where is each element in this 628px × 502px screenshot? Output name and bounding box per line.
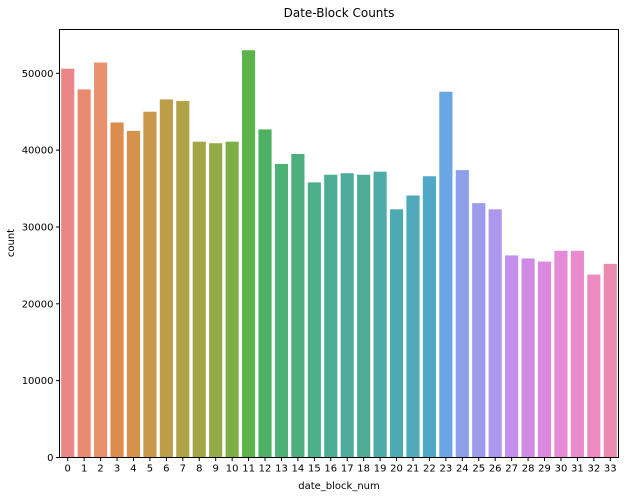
bar-19 [373, 171, 387, 458]
x-tick-label: 31 [571, 464, 584, 475]
x-tick-label: 32 [587, 464, 600, 475]
x-tick-label: 2 [97, 464, 103, 475]
x-tick-label: 16 [324, 464, 337, 475]
x-tick-label: 29 [538, 464, 551, 475]
x-tick-label: 18 [357, 464, 370, 475]
bar-24 [455, 170, 469, 458]
bar-4 [126, 130, 141, 458]
bar-21 [406, 195, 420, 458]
x-tick-label: 25 [472, 464, 485, 475]
x-tick-label: 26 [489, 464, 502, 475]
bar-32 [587, 274, 601, 458]
x-tick-label: 23 [440, 464, 453, 475]
x-axis-ticks: 0 1 2 3 4 5 6 7 8 9 10 11 12 13 14 15 16 17 18 19 20 21 22 23 24… [65, 457, 617, 475]
x-tick-label: 22 [423, 464, 436, 475]
x-tick-label: 11 [242, 464, 255, 475]
bar-16 [324, 174, 338, 458]
x-tick-label: 21 [407, 464, 420, 475]
y-tick-label: 0 [47, 453, 53, 464]
bars-group [61, 50, 617, 458]
bar-25 [472, 203, 486, 458]
bar-8 [192, 141, 206, 458]
bar-11 [242, 50, 256, 458]
x-tick-label: 4 [130, 464, 136, 475]
y-tick-label: 50000 [22, 69, 54, 80]
bar-13 [274, 163, 289, 458]
bar-31 [570, 250, 584, 458]
bar-27 [505, 255, 519, 458]
x-tick-label: 15 [308, 464, 321, 475]
x-tick-label: 20 [390, 464, 403, 475]
bar-9 [209, 143, 223, 458]
x-tick-label: 10 [226, 464, 239, 475]
y-tick-label: 30000 [22, 222, 54, 233]
x-tick-label: 12 [259, 464, 272, 475]
x-tick-label: 8 [196, 464, 202, 475]
plot-frame [59, 29, 619, 458]
x-tick-label: 5 [147, 464, 153, 475]
x-tick-label: 17 [341, 464, 354, 475]
bar-2 [94, 62, 108, 458]
x-tick-label: 9 [213, 464, 219, 475]
bar-26 [488, 209, 502, 458]
bar-0 [61, 68, 75, 458]
bar-23 [439, 91, 453, 458]
y-tick-label: 40000 [22, 146, 54, 157]
x-tick-label: 24 [456, 464, 469, 475]
bar-20 [389, 209, 404, 458]
bar-28 [521, 258, 535, 458]
x-tick-label: 7 [180, 464, 186, 475]
y-axis-ticks: 0 10000 20000 30000 40000 50000 [22, 69, 60, 464]
x-tick-label: 27 [505, 464, 518, 475]
x-tick-label: 6 [163, 464, 169, 475]
bar-10 [225, 141, 239, 458]
x-tick-label: 30 [555, 464, 568, 475]
bar-33 [603, 263, 617, 458]
x-tick-label: 28 [522, 464, 535, 475]
bar-22 [422, 176, 436, 458]
bar-29 [537, 261, 552, 458]
bar-12 [258, 129, 272, 458]
y-tick-label: 20000 [22, 299, 54, 310]
bar-5 [143, 111, 157, 458]
chart-title: Date-Block Counts [284, 6, 395, 20]
bar-30 [554, 250, 568, 458]
bar-15 [307, 182, 321, 458]
x-tick-label: 14 [292, 464, 305, 475]
bar-14 [291, 153, 305, 458]
x-tick-label: 1 [81, 464, 87, 475]
bar-17 [340, 173, 354, 458]
bar-1 [77, 89, 91, 458]
bar-18 [357, 174, 371, 458]
x-tick-label: 3 [114, 464, 120, 475]
x-tick-label: 0 [65, 464, 71, 475]
bar-7 [176, 100, 190, 458]
y-tick-label: 10000 [22, 376, 54, 387]
x-axis-label: date_block_num [298, 481, 380, 492]
x-tick-label: 13 [275, 464, 288, 475]
x-tick-label: 33 [604, 464, 617, 475]
x-tick-label: 19 [374, 464, 387, 475]
bar-3 [110, 122, 124, 458]
y-axis-label: count [6, 229, 17, 257]
bar-6 [159, 99, 173, 458]
